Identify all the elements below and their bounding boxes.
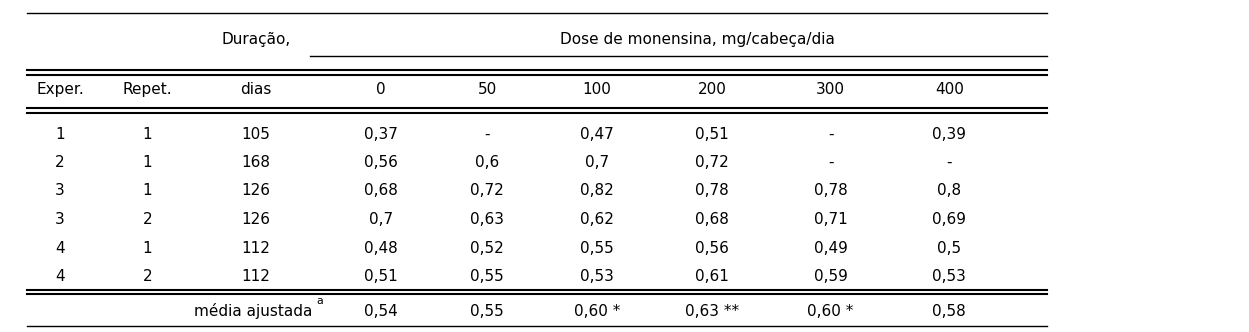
Text: 0,61: 0,61 [694,269,729,284]
Text: 0: 0 [376,82,386,97]
Text: 112: 112 [241,240,271,256]
Text: 105: 105 [241,127,271,142]
Text: 0,62: 0,62 [580,212,615,227]
Text: 0,8: 0,8 [937,183,962,199]
Text: média ajustada: média ajustada [194,303,312,319]
Text: 1: 1 [55,127,65,142]
Text: 0,39: 0,39 [932,127,967,142]
Text: 0,63 **: 0,63 ** [684,303,739,319]
Text: 2: 2 [55,155,65,170]
Text: 0,59: 0,59 [813,269,848,284]
Text: Duração,: Duração, [221,32,291,47]
Text: 0,5: 0,5 [937,240,962,256]
Text: 300: 300 [816,82,846,97]
Text: 0,68: 0,68 [694,212,729,227]
Text: -: - [828,155,833,170]
Text: 168: 168 [241,155,271,170]
Text: 2: 2 [142,212,152,227]
Text: 0,54: 0,54 [363,303,398,319]
Text: 0,47: 0,47 [580,127,615,142]
Text: 0,60 *: 0,60 * [807,303,854,319]
Text: 0,55: 0,55 [470,303,505,319]
Text: Dose de monensina, mg/cabeça/dia: Dose de monensina, mg/cabeça/dia [560,32,834,47]
Text: 0,55: 0,55 [470,269,505,284]
Text: 0,69: 0,69 [932,212,967,227]
Text: 200: 200 [697,82,727,97]
Text: 0,37: 0,37 [363,127,398,142]
Text: dias: dias [240,82,272,97]
Text: 3: 3 [55,212,65,227]
Text: 0,51: 0,51 [694,127,729,142]
Text: 126: 126 [241,212,271,227]
Text: 0,56: 0,56 [363,155,398,170]
Text: 2: 2 [142,269,152,284]
Text: -: - [485,127,490,142]
Text: 0,52: 0,52 [470,240,505,256]
Text: Exper.: Exper. [36,82,84,97]
Text: 1: 1 [142,240,152,256]
Text: 0,58: 0,58 [932,303,967,319]
Text: 400: 400 [934,82,964,97]
Text: 0,48: 0,48 [363,240,398,256]
Text: 0,72: 0,72 [470,183,505,199]
Text: -: - [828,127,833,142]
Text: 0,56: 0,56 [694,240,729,256]
Text: -: - [947,155,952,170]
Text: 0,63: 0,63 [470,212,505,227]
Text: 0,49: 0,49 [813,240,848,256]
Text: 4: 4 [55,240,65,256]
Text: 0,68: 0,68 [363,183,398,199]
Text: 0,78: 0,78 [813,183,848,199]
Text: 1: 1 [142,127,152,142]
Text: 0,7: 0,7 [368,212,393,227]
Text: 112: 112 [241,269,271,284]
Text: 100: 100 [582,82,612,97]
Text: 3: 3 [55,183,65,199]
Text: 0,71: 0,71 [813,212,848,227]
Text: 0,6: 0,6 [475,155,500,170]
Text: Repet.: Repet. [122,82,172,97]
Text: 0,60 *: 0,60 * [573,303,621,319]
Text: 50: 50 [477,82,497,97]
Text: 1: 1 [142,155,152,170]
Text: 0,82: 0,82 [580,183,615,199]
Text: 0,53: 0,53 [932,269,967,284]
Text: 4: 4 [55,269,65,284]
Text: a: a [316,296,322,306]
Text: 0,53: 0,53 [580,269,615,284]
Text: 126: 126 [241,183,271,199]
Text: 0,78: 0,78 [694,183,729,199]
Text: 0,55: 0,55 [580,240,615,256]
Text: 0,51: 0,51 [363,269,398,284]
Text: 0,72: 0,72 [694,155,729,170]
Text: 1: 1 [142,183,152,199]
Text: 0,7: 0,7 [585,155,610,170]
